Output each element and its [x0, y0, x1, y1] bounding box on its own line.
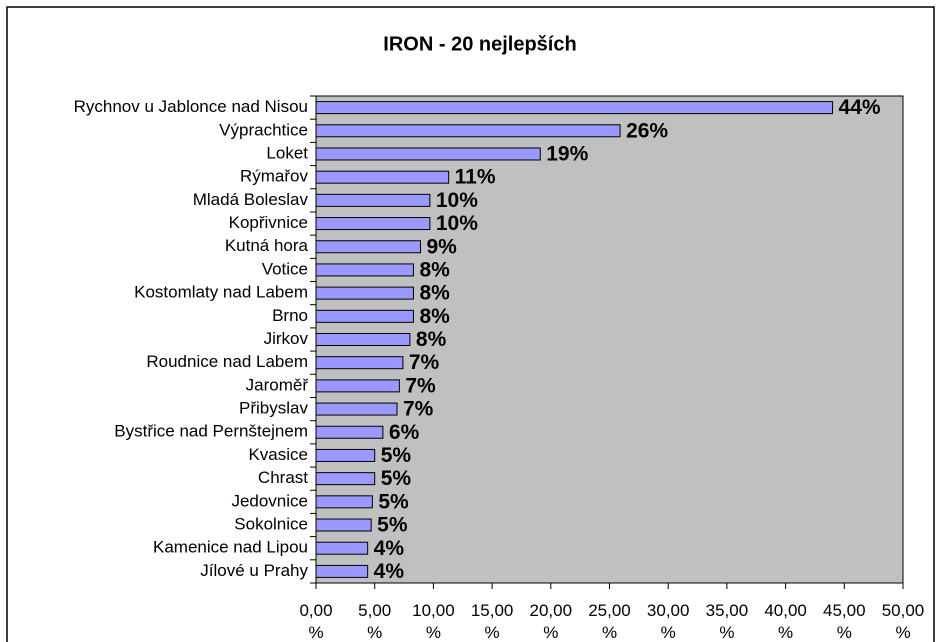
- data-label: 11%: [455, 166, 496, 189]
- bar: [315, 286, 414, 300]
- y-tick-label: Přibyslav: [239, 399, 308, 418]
- bar: [315, 518, 372, 532]
- y-tick-label: Votice: [262, 259, 308, 278]
- bar: [315, 425, 384, 439]
- y-tick-label: Mladá Boleslav: [193, 190, 309, 209]
- data-label: 9%: [426, 235, 457, 258]
- y-tick-label: Rychnov u Jablonce nad Nisou: [74, 97, 308, 116]
- y-tick-label: Chrast: [258, 468, 308, 487]
- data-label: 44%: [839, 96, 881, 119]
- bar: [315, 263, 414, 277]
- x-tick-label: 30,00 %: [646, 601, 690, 642]
- bar: [315, 217, 431, 231]
- bar: [315, 147, 541, 161]
- x-tick-label: 25,00 %: [588, 601, 631, 642]
- bar: [315, 541, 369, 555]
- data-label: 8%: [416, 328, 447, 351]
- y-tick-label: Kopřivnice: [229, 213, 308, 232]
- y-tick-label: Sokolnice: [234, 515, 308, 534]
- bar: [315, 356, 404, 370]
- bar: [315, 472, 376, 486]
- x-tick-label: 40,00 %: [764, 601, 807, 642]
- y-tick-label: Jaroměř: [246, 375, 309, 394]
- data-label: 19%: [546, 143, 588, 166]
- y-tick-label: Roudnice nad Labem: [146, 352, 308, 371]
- data-label: 7%: [405, 374, 436, 397]
- data-label: 5%: [378, 490, 409, 513]
- data-label: 26%: [626, 119, 668, 142]
- bar: [315, 101, 834, 115]
- data-label: 4%: [374, 537, 405, 560]
- data-label: 8%: [419, 282, 450, 305]
- y-tick-label: Kutná hora: [225, 236, 309, 255]
- bar: [315, 495, 373, 509]
- data-label: 5%: [377, 514, 408, 537]
- data-label: 7%: [403, 398, 434, 421]
- data-label: 8%: [419, 305, 450, 328]
- data-label: 10%: [436, 189, 478, 212]
- bar: [315, 333, 411, 346]
- x-tick-label: 15,00 %: [470, 601, 514, 642]
- data-label: 6%: [389, 421, 420, 444]
- bar: [315, 564, 369, 578]
- bar: [315, 309, 414, 323]
- data-label: 8%: [419, 258, 450, 281]
- x-tick-label: 5,00 %: [358, 601, 392, 642]
- data-label: 5%: [381, 467, 412, 490]
- chart-title: IRON - 20 nejlepších: [383, 33, 576, 55]
- data-label: 7%: [409, 351, 440, 374]
- bar: [315, 124, 621, 138]
- bar: [315, 379, 400, 393]
- bar: [315, 402, 398, 416]
- y-tick-label: Kvasice: [248, 445, 308, 464]
- data-label: 5%: [381, 444, 412, 467]
- y-tick-label: Jílové u Prahy: [200, 561, 308, 580]
- bar: [315, 170, 450, 184]
- y-tick-label: Kostomlaty nad Labem: [134, 283, 308, 302]
- y-tick-label: Rýmařov: [240, 167, 309, 186]
- y-tick-label: Kamenice nad Lipou: [153, 538, 308, 557]
- x-tick-label: 45,00 %: [823, 601, 866, 642]
- bar: [315, 240, 421, 254]
- y-tick-label: Loket: [266, 143, 308, 162]
- x-tick-label: 50,00 %: [881, 601, 925, 642]
- y-tick-label: Brno: [272, 306, 308, 325]
- x-tick-label: 0,00 %: [299, 601, 333, 642]
- y-tick-label: Jedovnice: [231, 491, 308, 510]
- bar: [315, 448, 376, 462]
- bar: [315, 193, 431, 207]
- y-tick-label: Bystřice nad Pernštejnem: [114, 422, 308, 441]
- x-tick-label: 20,00 %: [529, 601, 573, 642]
- y-tick-label: Jirkov: [264, 329, 309, 348]
- x-tick-label: 35,00 %: [705, 601, 749, 642]
- data-label: 4%: [374, 560, 405, 583]
- x-tick-label: 10,00 %: [412, 601, 455, 642]
- y-tick-label: Výprachtice: [219, 120, 308, 139]
- data-label: 10%: [436, 212, 478, 235]
